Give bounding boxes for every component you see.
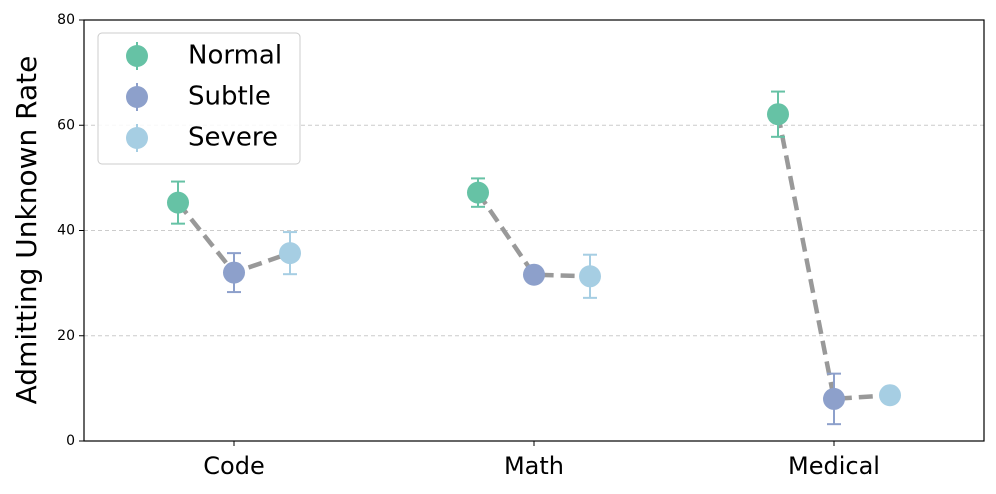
x-tick-label: Code [203, 452, 264, 480]
y-tick-label: 60 [57, 117, 75, 133]
point [223, 261, 245, 284]
connector-line [775, 113, 891, 402]
point [767, 103, 789, 126]
point [879, 384, 901, 407]
y-tick-label: 40 [57, 223, 75, 239]
x-tick-label: Math [504, 452, 564, 480]
y-tick-label: 80 [57, 12, 75, 28]
point [579, 265, 601, 288]
legend-label: Severe [188, 123, 278, 153]
legend-label: Normal [188, 41, 282, 71]
legend-box [97, 32, 301, 165]
point [279, 242, 301, 265]
legend-label: Subtle [188, 82, 271, 112]
legend: Normal Subtle Severe [97, 32, 301, 165]
point [467, 181, 489, 204]
legend-marker [126, 127, 148, 149]
point [523, 263, 545, 286]
y-axis-label: Admitting Unknown Rate [10, 56, 43, 405]
legend-marker [126, 86, 148, 108]
x-tick-label: Medical [788, 452, 880, 480]
point [823, 387, 845, 410]
connector-line [476, 191, 591, 279]
point [167, 191, 189, 214]
y-tick-label: 20 [57, 328, 75, 344]
plot-frame [83, 19, 985, 442]
legend-marker [126, 45, 148, 67]
y-tick-label: 0 [66, 433, 75, 449]
